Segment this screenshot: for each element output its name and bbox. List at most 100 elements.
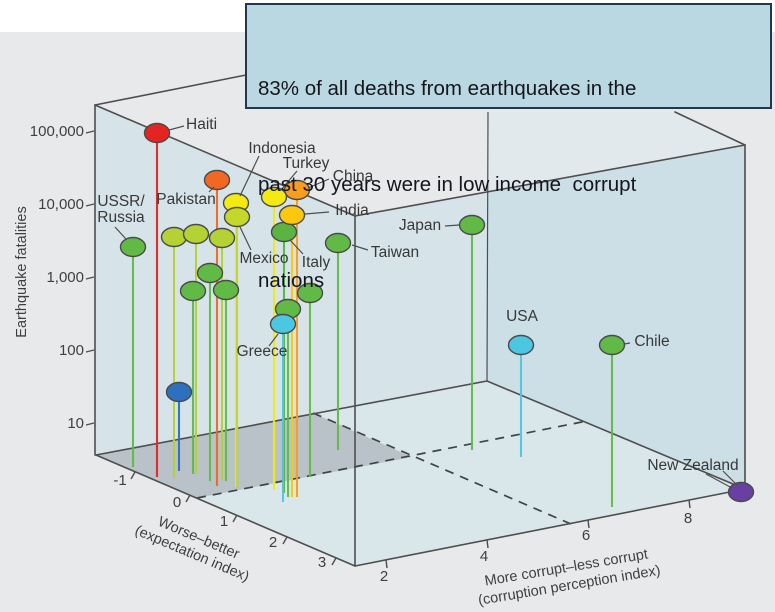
data-point-stems [131,133,614,507]
corruption-tick-label: 8 [684,510,692,527]
annotation-callout-box: 83% of all deaths from earthquakes in th… [245,3,772,292]
label-taiwan: Taiwan [371,244,419,261]
label-chile: Chile [634,333,669,350]
expectation-axis-ticks: -1 0 1 2 3 [113,471,337,571]
label-italy: Italy [302,254,331,271]
leader-new-zealand [705,473,733,489]
data-point-turkey [260,186,288,208]
y-axis-ticks: 100,000 10,000 1,000 100 10 [30,123,95,432]
annotation-line: nations [258,269,325,292]
label-new-zealand: New Zealand [647,457,738,474]
corruption-tick-mark [385,559,388,569]
y-tick-mark [85,203,95,207]
leader-japan [444,224,460,227]
corruption-axis-line [354,488,746,567]
corruption-tick-label: 4 [480,548,488,565]
leader-mexico [239,226,252,251]
data-point-unlabeled-3 [208,227,236,249]
y-tick-mark [85,276,95,280]
data-point-chile [598,334,626,356]
data-point-haiti [143,122,171,144]
corruption-tick-label: 2 [380,568,388,585]
expectation-tick-label: -1 [113,472,126,489]
expectation-tick-mark [185,494,191,503]
expectation-tick-label: 1 [220,513,228,530]
back-corner-edge [486,111,489,382]
annotation-line: past 30 years were in low income corrupt [258,173,637,196]
near-top-rim-left [94,104,356,217]
expectation-tick-label: 0 [173,494,181,511]
y-axis-title: Earthquake fatalities [14,206,30,337]
y-tick-label: 100 [59,342,84,359]
leader-china [307,178,330,189]
leader-indonesia [239,155,260,197]
leader-haiti [168,125,185,131]
data-point-taiwan [324,232,352,254]
data-point-china [283,179,311,201]
label-india: India [335,202,369,219]
left-wall-top-edge [94,74,247,106]
data-point-unlabeled-1 [160,226,188,248]
box-right-wall-face [487,145,745,489]
label-haiti: Haiti [186,116,217,133]
corruption-tick-label: 6 [582,527,590,544]
expectation-tick-label: 2 [269,534,277,551]
leader-taiwan [351,244,369,251]
corruption-tick-mark [587,519,590,529]
expectation-tick-mark [232,514,238,523]
floor-back-right-edge [486,380,746,490]
y-tick-label: 10 [67,415,84,432]
y-tick-label: 1,000 [46,269,84,286]
data-point-pakistan [203,169,231,191]
box-top-sliver-face [488,112,745,192]
corruption-tick-mark [486,539,489,549]
expectation-tick-mark [282,536,288,545]
annotation-line: 83% of all deaths from earthquakes in th… [258,77,637,100]
data-point-new-zealand [727,481,755,503]
y-tick-mark [85,349,95,353]
data-point-usa [507,334,535,356]
y-tick-label: 100,000 [30,123,84,140]
label-usa: USA [506,308,539,325]
leader-greece [268,333,279,347]
label-pakistan: Pakistan [156,191,215,208]
data-point-unlabeled-7 [212,279,240,301]
corruption-tick-mark [688,499,691,509]
y-tick-mark [85,422,95,426]
leader-ussr-russia [114,226,127,240]
expectation-tick-mark [130,471,136,480]
label-mexico: Mexico [239,250,288,267]
y-tick-mark [85,130,95,134]
data-points [119,122,755,503]
label-china: China [333,168,374,185]
near-top-rim-right [354,144,746,217]
label-indonesia: Indonesia [248,140,316,157]
leader-chile [623,342,631,345]
leader-new-zealand [722,470,738,486]
label-turkey: Turkey [283,155,330,172]
data-point-greece [269,313,297,335]
data-point-mexico [223,206,251,228]
data-point-unlabeled-6 [179,280,207,302]
floor-dashed-lines [196,412,588,525]
label-ussr-russia: USSR/Russia [97,193,145,226]
leader-italy [289,239,304,255]
y-tick-label: 10,000 [38,196,84,213]
corruption-axis-ticks: 2 4 6 8 [380,499,692,585]
leader-india [304,211,330,215]
expectation-tick-label: 3 [318,554,326,571]
data-point-india [278,204,306,226]
data-point-ussr-russia [119,236,147,258]
data-point-unlabeled-2 [182,223,210,245]
plot-box-edges [94,74,746,567]
expectation-axis-line [95,454,356,567]
right-wall-top-edge [674,111,746,146]
label-japan: Japan [399,217,441,234]
data-point-unlabeled-4 [196,262,224,284]
dashed-expectation-zero-line [196,420,588,499]
data-point-japan [458,214,486,236]
expectation-tick-mark [331,557,337,566]
